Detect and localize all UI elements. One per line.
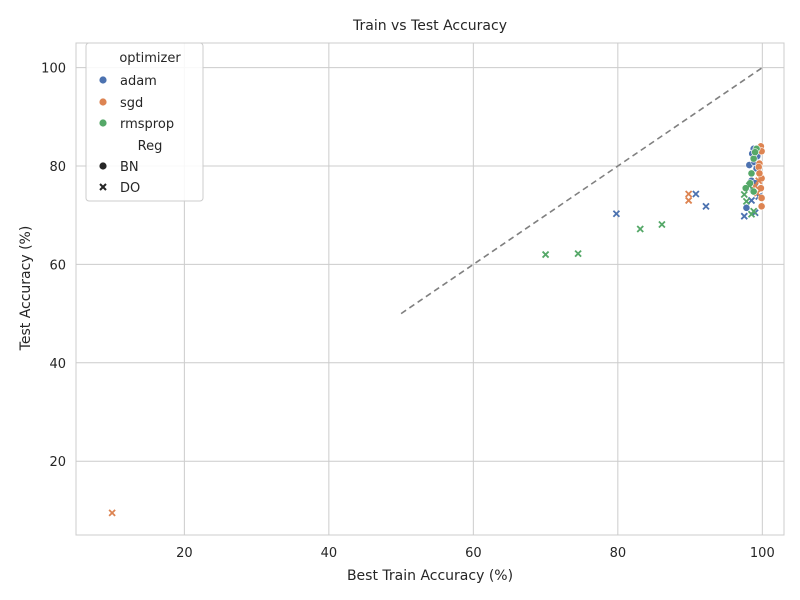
- x-tick-label: 60: [465, 546, 482, 561]
- legend-box: [85, 42, 204, 202]
- point-rmsprop-do: [574, 249, 582, 258]
- legend-label-sgd: sgd: [120, 96, 143, 111]
- point-sgd-bn: [754, 163, 763, 171]
- point-adam-do: [740, 212, 748, 220]
- legend-marker-do: [99, 183, 107, 191]
- point-adam-do: [612, 210, 621, 218]
- point-sgd-do: [685, 190, 693, 198]
- reference-line: [400, 66, 763, 315]
- data-points: [108, 142, 766, 517]
- y-tick-label: 40: [49, 357, 66, 372]
- y-tick-label: 80: [49, 160, 66, 175]
- legend-label-do: DO: [120, 181, 140, 196]
- y-tick-label: 20: [49, 455, 66, 470]
- legend-hue-title: optimizer: [119, 51, 181, 66]
- plot-frame: [75, 42, 785, 536]
- y-tick-label: 60: [49, 258, 66, 273]
- legend-marker-adam: [99, 76, 107, 84]
- point-rmsprop-bn: [749, 187, 758, 196]
- x-tick-label: 100: [750, 546, 775, 561]
- point-adam-bn: [742, 203, 751, 212]
- legend-style-title: Reg: [138, 139, 163, 154]
- y-axis-label: Test Accuracy (%): [18, 226, 34, 352]
- tick-labels: 20 40 60 80 100 20 40 60 80 100: [41, 62, 775, 561]
- point-rmsprop-do: [742, 197, 751, 206]
- point-adam-do: [747, 196, 756, 205]
- point-sgd-do: [755, 177, 763, 185]
- legend-label-bn: BN: [120, 160, 139, 175]
- point-rmsprop-bn: [751, 148, 760, 157]
- point-rmsprop-do: [541, 250, 550, 259]
- legend-label-rmsprop: rmsprop: [120, 117, 174, 132]
- x-tick-label: 20: [176, 546, 193, 561]
- point-sgd-bn: [755, 169, 764, 178]
- point-adam-do: [692, 190, 700, 198]
- point-rmsprop-do: [740, 190, 748, 199]
- point-sgd-bn: [757, 202, 766, 211]
- legend-marker-sgd: [99, 98, 107, 106]
- point-rmsprop-bn: [747, 169, 756, 178]
- point-rmsprop-do: [750, 207, 758, 215]
- point-sgd-do: [108, 509, 116, 517]
- legend-label-adam: adam: [120, 74, 157, 89]
- x-tick-label: 80: [610, 546, 627, 561]
- legend: optimizer adam sgd rmsprop Reg BN DO: [85, 42, 204, 202]
- point-adam-do: [702, 202, 710, 210]
- x-axis-label: Best Train Accuracy (%): [347, 568, 513, 584]
- x-tick-label: 40: [321, 546, 338, 561]
- reference-line-group: [400, 66, 763, 315]
- point-rmsprop-do: [745, 182, 753, 190]
- chart-title: Train vs Test Accuracy: [352, 18, 507, 34]
- legend-marker-rmsprop: [99, 119, 107, 127]
- point-rmsprop-bn: [749, 154, 758, 163]
- point-rmsprop-do: [636, 225, 644, 233]
- legend-marker-bn: [99, 162, 107, 170]
- point-rmsprop-do: [658, 220, 666, 229]
- y-tick-label: 100: [41, 62, 66, 77]
- axes: [75, 42, 785, 536]
- point-sgd-do: [685, 196, 693, 205]
